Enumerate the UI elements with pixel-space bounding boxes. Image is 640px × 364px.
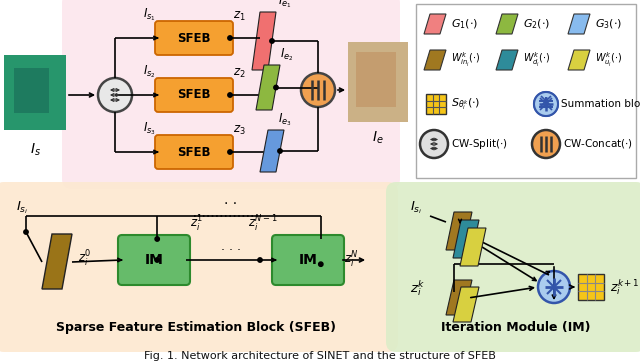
Text: IM: IM — [299, 253, 317, 267]
Polygon shape — [453, 220, 479, 258]
Polygon shape — [446, 280, 472, 315]
Bar — [426, 94, 446, 114]
Text: $z^1_i$: $z^1_i$ — [190, 214, 204, 234]
Circle shape — [228, 150, 232, 154]
Text: $I_s$: $I_s$ — [29, 142, 40, 158]
Text: $S_{\theta^k_i}(\cdot)$: $S_{\theta^k_i}(\cdot)$ — [451, 96, 481, 112]
Text: $W^k_{u_i}(\cdot)$: $W^k_{u_i}(\cdot)$ — [595, 51, 623, 69]
Text: · ·: · · — [225, 197, 237, 211]
Polygon shape — [260, 130, 284, 172]
Bar — [356, 52, 396, 107]
Text: CW-Split$(\cdot)$: CW-Split$(\cdot)$ — [451, 137, 508, 151]
Polygon shape — [496, 14, 518, 34]
Circle shape — [24, 230, 28, 234]
Text: $z_3$: $z_3$ — [233, 124, 246, 137]
FancyBboxPatch shape — [0, 182, 398, 352]
Text: $I_{e_2}$: $I_{e_2}$ — [280, 47, 294, 63]
Polygon shape — [252, 12, 276, 70]
Bar — [4, 55, 66, 130]
Circle shape — [228, 93, 232, 97]
FancyBboxPatch shape — [155, 135, 233, 169]
Text: $z_1$: $z_1$ — [233, 10, 246, 23]
Text: $G_2(\cdot)$: $G_2(\cdot)$ — [523, 17, 550, 31]
Text: $z^k_i$: $z^k_i$ — [410, 278, 425, 297]
Text: $I_e$: $I_e$ — [372, 130, 384, 146]
Text: Sparse Feature Estimation Block (SFEB): Sparse Feature Estimation Block (SFEB) — [56, 321, 336, 334]
Text: Iteration Module (IM): Iteration Module (IM) — [441, 321, 591, 334]
Polygon shape — [496, 50, 518, 70]
Bar — [578, 274, 604, 300]
Circle shape — [319, 262, 323, 266]
FancyBboxPatch shape — [118, 235, 190, 285]
Bar — [348, 42, 408, 122]
Polygon shape — [568, 14, 590, 34]
Text: $I_{s_i}$: $I_{s_i}$ — [410, 199, 422, 215]
Text: $I_{e_1}$: $I_{e_1}$ — [278, 0, 292, 10]
Circle shape — [258, 258, 262, 262]
Text: SFEB: SFEB — [177, 146, 211, 158]
Circle shape — [532, 130, 560, 158]
FancyBboxPatch shape — [155, 78, 233, 112]
Circle shape — [228, 36, 232, 40]
Circle shape — [534, 92, 558, 116]
Text: $I_{e_3}$: $I_{e_3}$ — [278, 111, 292, 128]
Text: IM: IM — [145, 253, 163, 267]
Text: · · ·: · · · — [221, 244, 241, 257]
FancyBboxPatch shape — [272, 235, 344, 285]
Text: $G_1(\cdot)$: $G_1(\cdot)$ — [451, 17, 478, 31]
Text: SFEB: SFEB — [177, 32, 211, 44]
FancyBboxPatch shape — [155, 21, 233, 55]
Text: $I_{s_2}$: $I_{s_2}$ — [143, 63, 156, 80]
Text: $I_{s_1}$: $I_{s_1}$ — [143, 7, 156, 23]
Circle shape — [538, 271, 570, 303]
Bar — [416, 4, 636, 178]
FancyBboxPatch shape — [62, 0, 400, 189]
Circle shape — [278, 149, 282, 153]
Circle shape — [274, 85, 278, 90]
Text: $I_{s_i}$: $I_{s_i}$ — [16, 199, 29, 215]
Bar — [348, 42, 408, 122]
Polygon shape — [42, 234, 72, 289]
Text: $z^{k+1}_i$: $z^{k+1}_i$ — [610, 277, 640, 297]
FancyBboxPatch shape — [386, 182, 640, 352]
Bar — [4, 55, 66, 130]
Polygon shape — [446, 212, 472, 250]
Circle shape — [98, 78, 132, 112]
Polygon shape — [424, 14, 446, 34]
Circle shape — [420, 130, 448, 158]
Text: $I_{s_3}$: $I_{s_3}$ — [143, 120, 156, 137]
Circle shape — [155, 237, 159, 241]
Polygon shape — [460, 228, 486, 266]
Circle shape — [270, 39, 274, 43]
Text: CW-Concat$(\cdot)$: CW-Concat$(\cdot)$ — [563, 138, 633, 150]
Text: $z_2$: $z_2$ — [233, 67, 246, 80]
Circle shape — [534, 92, 558, 116]
Text: $W^k_{in_i}(\cdot)$: $W^k_{in_i}(\cdot)$ — [451, 51, 481, 69]
Text: Summation block: Summation block — [561, 99, 640, 109]
Text: $z^N_i$: $z^N_i$ — [344, 250, 359, 270]
Text: $W^k_{d_i}(\cdot)$: $W^k_{d_i}(\cdot)$ — [523, 51, 550, 69]
Text: SFEB: SFEB — [177, 88, 211, 102]
Text: $G_3(\cdot)$: $G_3(\cdot)$ — [595, 17, 622, 31]
Circle shape — [301, 73, 335, 107]
Bar — [14, 68, 49, 113]
Text: $z^{N-1}_i$: $z^{N-1}_i$ — [248, 214, 278, 234]
Polygon shape — [568, 50, 590, 70]
Polygon shape — [424, 50, 446, 70]
Polygon shape — [453, 287, 479, 322]
Text: Fig. 1. Network architecture of SINET and the structure of SFEB: Fig. 1. Network architecture of SINET an… — [144, 351, 496, 361]
Circle shape — [155, 258, 159, 262]
Polygon shape — [256, 65, 280, 110]
Text: $z^0_i$: $z^0_i$ — [78, 249, 92, 269]
